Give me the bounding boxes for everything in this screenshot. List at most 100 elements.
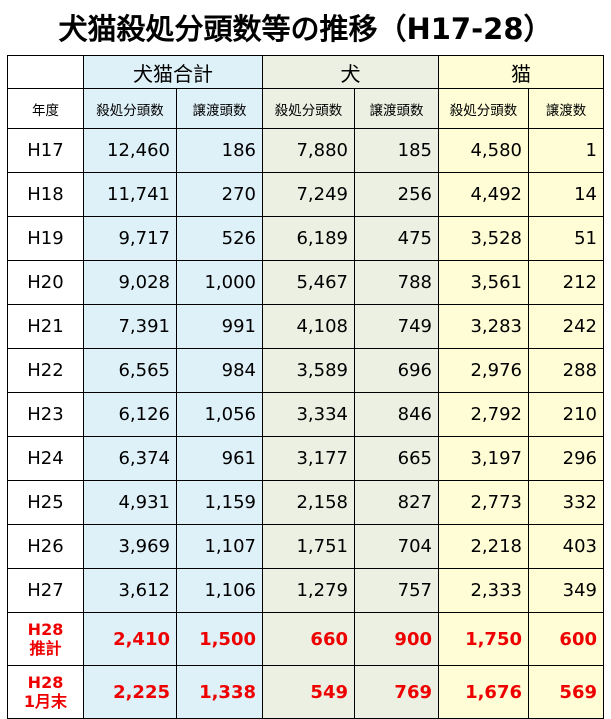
- dog-transfer-cell: 788: [354, 260, 439, 305]
- year-line-2: 1月末: [23, 692, 68, 711]
- cat-killed-cell: 1,676: [438, 665, 529, 719]
- cat-killed-cell: 4,580: [438, 128, 529, 173]
- column-header-total-killed: 殺処分頭数: [83, 88, 177, 129]
- cat-transfer-cell: 349: [528, 568, 604, 613]
- year-line-1: H28: [27, 673, 64, 692]
- total-transfer-cell: 270: [176, 172, 263, 217]
- total-transfer-cell: 1,056: [176, 392, 263, 437]
- dog-killed-cell: 549: [262, 665, 355, 719]
- table-row: H23 6,126 1,056 3,334 846 2,792 210: [7, 392, 604, 437]
- dog-killed-cell: 660: [262, 612, 355, 666]
- dog-transfer-cell: 900: [354, 612, 439, 666]
- column-header-dog-killed: 殺処分頭数: [262, 88, 355, 129]
- table-row: H20 9,028 1,000 5,467 788 3,561 212: [7, 260, 604, 305]
- group-header-row: 犬猫合計 犬 猫: [7, 55, 604, 89]
- dog-transfer-cell: 827: [354, 480, 439, 525]
- dog-transfer-cell: 665: [354, 436, 439, 481]
- table-row: H18 11,741 270 7,249 256 4,492 14: [7, 172, 604, 217]
- dog-killed-cell: 3,334: [262, 392, 355, 437]
- column-header-total-transfer: 譲渡頭数: [176, 88, 263, 129]
- total-transfer-cell: 1,500: [176, 612, 263, 666]
- table-row: H25 4,931 1,159 2,158 827 2,773 332: [7, 480, 604, 525]
- total-killed-cell: 2,225: [83, 665, 177, 719]
- total-transfer-cell: 1,107: [176, 524, 263, 569]
- total-killed-cell: 12,460: [83, 128, 177, 173]
- cat-transfer-cell: 332: [528, 480, 604, 525]
- dog-transfer-cell: 769: [354, 665, 439, 719]
- total-transfer-cell: 991: [176, 304, 263, 349]
- dog-transfer-cell: 757: [354, 568, 439, 613]
- total-transfer-cell: 1,159: [176, 480, 263, 525]
- table-row: H24 6,374 961 3,177 665 3,197 296: [7, 436, 604, 481]
- dog-killed-cell: 6,189: [262, 216, 355, 261]
- cat-transfer-cell: 242: [528, 304, 604, 349]
- total-killed-cell: 9,028: [83, 260, 177, 305]
- cat-killed-cell: 4,492: [438, 172, 529, 217]
- cat-killed-cell: 2,976: [438, 348, 529, 393]
- total-killed-cell: 6,374: [83, 436, 177, 481]
- total-killed-cell: 6,126: [83, 392, 177, 437]
- highlight-row: H28 推計 2,410 1,500 660 900 1,750 600: [7, 612, 604, 666]
- table-row: H22 6,565 984 3,589 696 2,976 288: [7, 348, 604, 393]
- cat-transfer-cell: 14: [528, 172, 604, 217]
- year-cell: H26: [7, 524, 84, 569]
- column-header-dog-transfer: 譲渡頭数: [354, 88, 439, 129]
- table-row: H17 12,460 186 7,880 185 4,580 1: [7, 128, 604, 173]
- dog-killed-cell: 7,880: [262, 128, 355, 173]
- cat-transfer-cell: 1: [528, 128, 604, 173]
- cat-transfer-cell: 288: [528, 348, 604, 393]
- dog-killed-cell: 5,467: [262, 260, 355, 305]
- total-killed-cell: 9,717: [83, 216, 177, 261]
- total-killed-cell: 4,931: [83, 480, 177, 525]
- cat-transfer-cell: 600: [528, 612, 604, 666]
- table-row: H21 7,391 991 4,108 749 3,283 242: [7, 304, 604, 349]
- dog-killed-cell: 3,589: [262, 348, 355, 393]
- total-killed-cell: 3,969: [83, 524, 177, 569]
- dog-transfer-cell: 256: [354, 172, 439, 217]
- year-cell: H19: [7, 216, 84, 261]
- dog-transfer-cell: 475: [354, 216, 439, 261]
- cat-transfer-cell: 51: [528, 216, 604, 261]
- total-killed-cell: 7,391: [83, 304, 177, 349]
- dog-transfer-cell: 846: [354, 392, 439, 437]
- total-transfer-cell: 961: [176, 436, 263, 481]
- dog-transfer-cell: 185: [354, 128, 439, 173]
- year-cell: H28 1月末: [7, 665, 84, 719]
- group-header-cat: 猫: [438, 55, 604, 89]
- group-header-dog: 犬: [262, 55, 439, 89]
- corner-cell: [7, 55, 84, 89]
- year-cell: H24: [7, 436, 84, 481]
- cat-transfer-cell: 569: [528, 665, 604, 719]
- dog-transfer-cell: 696: [354, 348, 439, 393]
- dog-killed-cell: 7,249: [262, 172, 355, 217]
- cat-killed-cell: 3,528: [438, 216, 529, 261]
- cat-transfer-cell: 212: [528, 260, 604, 305]
- cat-killed-cell: 3,283: [438, 304, 529, 349]
- year-cell: H28 推計: [7, 612, 84, 666]
- statistics-table: 犬猫合計 犬 猫 年度 殺処分頭数 譲渡頭数 殺処分頭数 譲渡頭数 殺処分頭数 …: [7, 55, 604, 719]
- total-killed-cell: 11,741: [83, 172, 177, 217]
- total-transfer-cell: 526: [176, 216, 263, 261]
- cat-killed-cell: 1,750: [438, 612, 529, 666]
- column-header-cat-killed: 殺処分頭数: [438, 88, 529, 129]
- table-row: H19 9,717 526 6,189 475 3,528 51: [7, 216, 604, 261]
- total-transfer-cell: 984: [176, 348, 263, 393]
- year-line-1: H28: [27, 620, 64, 639]
- total-killed-cell: 6,565: [83, 348, 177, 393]
- year-cell: H22: [7, 348, 84, 393]
- cat-transfer-cell: 403: [528, 524, 604, 569]
- dog-transfer-cell: 704: [354, 524, 439, 569]
- cat-transfer-cell: 210: [528, 392, 604, 437]
- cat-killed-cell: 2,333: [438, 568, 529, 613]
- year-line-2: 推計: [29, 639, 62, 658]
- year-cell: H27: [7, 568, 84, 613]
- total-transfer-cell: 1,106: [176, 568, 263, 613]
- total-killed-cell: 2,410: [83, 612, 177, 666]
- total-transfer-cell: 186: [176, 128, 263, 173]
- page-title: 犬猫殺処分頭数等の推移（H17-28）: [58, 12, 553, 46]
- year-cell: H17: [7, 128, 84, 173]
- cat-killed-cell: 2,218: [438, 524, 529, 569]
- dog-killed-cell: 1,279: [262, 568, 355, 613]
- year-cell: H23: [7, 392, 84, 437]
- column-header-year: 年度: [7, 88, 84, 129]
